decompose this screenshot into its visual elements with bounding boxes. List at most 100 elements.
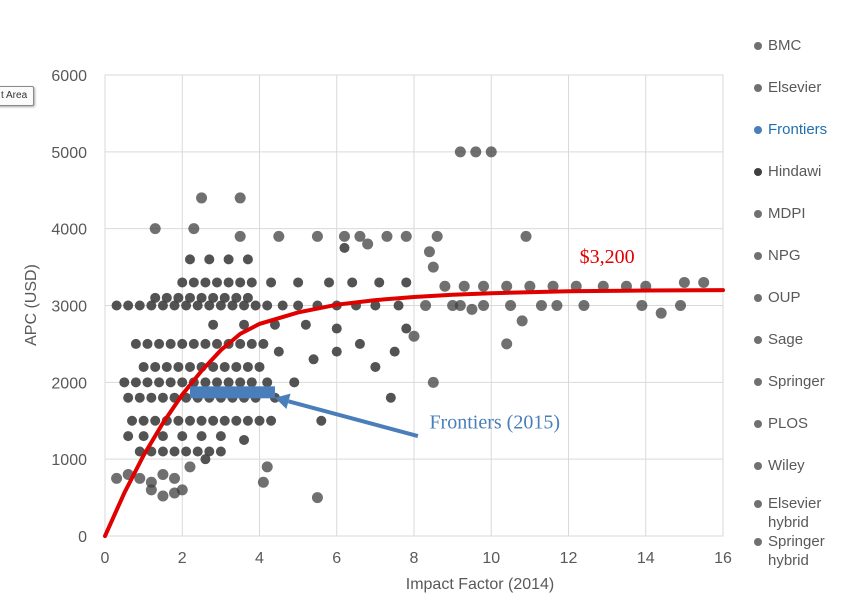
data-point: [520, 230, 532, 242]
data-point: [173, 361, 184, 372]
data-point: [145, 476, 157, 488]
y-tick-label: 1000: [51, 452, 87, 469]
legend-marker: [754, 252, 762, 260]
data-point: [200, 338, 211, 349]
annotation-label: Frontiers (2015): [429, 411, 560, 433]
data-point: [176, 484, 188, 496]
y-tick-label: 2000: [51, 375, 87, 392]
data-point: [235, 338, 246, 349]
data-point: [235, 377, 246, 388]
legend-item: Springer hybrid: [752, 532, 838, 570]
data-point: [231, 415, 242, 426]
data-point: [134, 300, 145, 311]
data-point: [675, 300, 687, 311]
data-point: [439, 280, 451, 292]
data-point: [254, 361, 265, 372]
legend-marker: [754, 126, 762, 134]
data-point: [242, 254, 253, 265]
data-point: [505, 300, 517, 311]
data-point: [466, 303, 478, 315]
data-point: [208, 361, 219, 372]
data-point: [212, 377, 223, 388]
data-point: [316, 415, 327, 426]
data-point: [196, 292, 207, 303]
data-point: [308, 354, 319, 365]
data-point: [188, 223, 200, 235]
data-point: [485, 146, 497, 158]
x-tick-label: 14: [637, 550, 655, 567]
data-point: [142, 338, 153, 349]
data-point: [447, 300, 459, 311]
data-point: [138, 431, 149, 442]
data-point: [181, 446, 192, 457]
data-point: [223, 254, 234, 265]
data-point: [242, 361, 253, 372]
data-point: [389, 346, 400, 357]
data-point: [524, 280, 536, 292]
x-tick-label: 12: [560, 550, 578, 567]
data-point: [266, 415, 277, 426]
data-point: [458, 280, 470, 292]
data-point: [258, 338, 269, 349]
legend-item: Wiley: [752, 456, 805, 475]
legend-label: Springer hybrid: [768, 533, 825, 569]
annotations: $3,200 Frontiers (2015): [103, 246, 725, 538]
data-point: [215, 446, 226, 457]
data-point: [208, 292, 219, 303]
data-point: [354, 230, 366, 242]
data-point: [157, 300, 168, 311]
data-point: [408, 330, 420, 342]
data-point: [242, 415, 253, 426]
data-point: [239, 434, 250, 445]
data-point: [239, 300, 250, 311]
legend-marker: [754, 294, 762, 302]
data-point: [208, 415, 219, 426]
legend-label: Elsevier: [768, 79, 822, 96]
data-point: [154, 377, 165, 388]
data-point: [196, 192, 208, 204]
data-point: [401, 323, 412, 334]
x-axis-title: Impact Factor (2014): [406, 576, 555, 593]
data-point: [266, 277, 277, 288]
y-tick-label: 6000: [51, 68, 87, 85]
legend-label: PLOS: [768, 415, 809, 432]
legend-label: OUP: [768, 289, 801, 306]
data-point: [123, 431, 134, 442]
legend-item: OUP: [752, 288, 801, 307]
data-point: [470, 146, 482, 158]
data-point: [231, 292, 242, 303]
data-point: [547, 280, 559, 292]
scatter-points: [111, 146, 710, 504]
data-point: [169, 472, 181, 484]
data-point: [177, 338, 188, 349]
x-tick-label: 6: [332, 550, 341, 567]
data-point: [331, 346, 342, 357]
data-point: [196, 431, 207, 442]
data-point: [570, 280, 582, 292]
data-point: [204, 446, 215, 457]
data-point: [192, 446, 203, 457]
y-tick-label: 3000: [51, 299, 87, 316]
data-point: [134, 472, 146, 484]
data-point: [219, 361, 230, 372]
data-point: [393, 300, 404, 311]
data-point: [478, 300, 490, 311]
legend-label: Frontiers: [768, 121, 828, 138]
legend-marker: [754, 210, 762, 218]
data-point: [123, 392, 134, 403]
data-point: [196, 415, 207, 426]
data-point: [277, 300, 288, 311]
data-point: [138, 361, 149, 372]
data-point: [250, 300, 261, 311]
y-tick-label: 5000: [51, 145, 87, 162]
trend-curve: [103, 288, 725, 538]
data-point: [200, 454, 211, 465]
legend-label: NPG: [768, 247, 801, 264]
data-point: [698, 276, 710, 288]
data-point: [215, 431, 226, 442]
data-point: [362, 238, 374, 250]
data-point: [165, 338, 176, 349]
legend-marker: [754, 500, 762, 508]
data-point: [423, 246, 435, 258]
data-point: [578, 300, 590, 311]
